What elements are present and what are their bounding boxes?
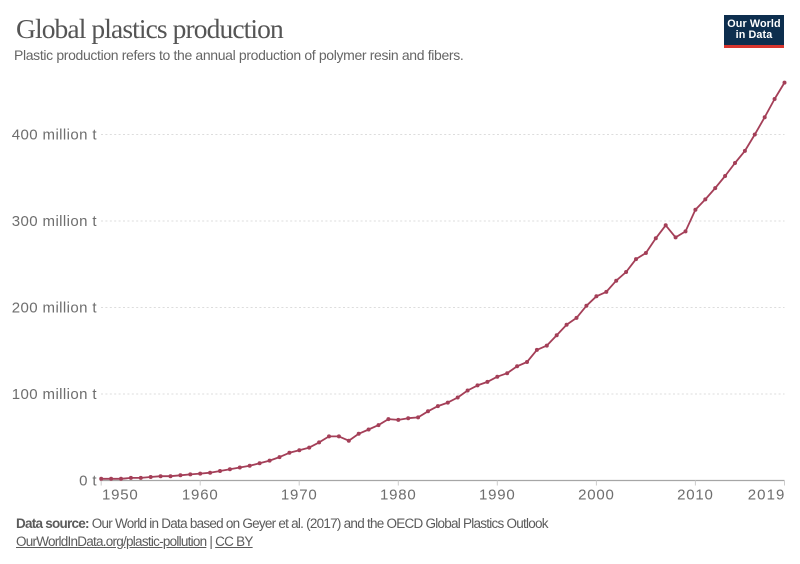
- svg-text:1960: 1960: [182, 487, 219, 504]
- svg-text:2010: 2010: [677, 487, 714, 504]
- svg-text:100 million t: 100 million t: [12, 386, 98, 403]
- svg-text:400 million t: 400 million t: [12, 127, 98, 144]
- svg-text:2000: 2000: [578, 487, 615, 504]
- svg-text:1990: 1990: [479, 487, 516, 504]
- svg-text:2019: 2019: [748, 487, 786, 504]
- svg-text:200 million t: 200 million t: [12, 300, 98, 317]
- svg-text:1980: 1980: [380, 487, 417, 504]
- svg-text:300 million t: 300 million t: [12, 213, 98, 230]
- svg-text:0 t: 0 t: [79, 473, 97, 490]
- svg-text:1950: 1950: [102, 487, 139, 504]
- svg-text:1970: 1970: [281, 487, 318, 504]
